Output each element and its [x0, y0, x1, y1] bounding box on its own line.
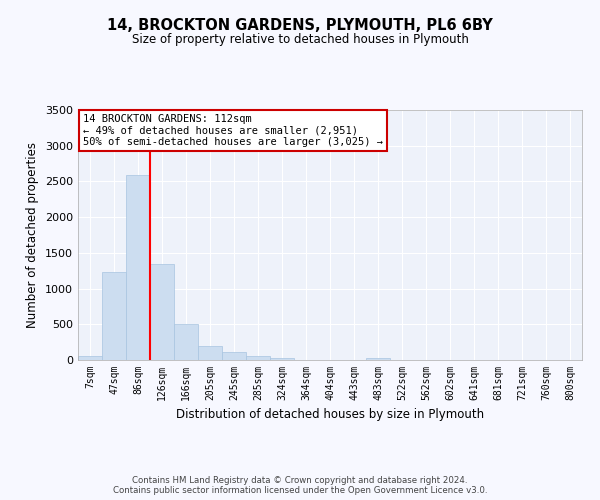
Text: 14, BROCKTON GARDENS, PLYMOUTH, PL6 6BY: 14, BROCKTON GARDENS, PLYMOUTH, PL6 6BY — [107, 18, 493, 32]
Bar — [222, 352, 246, 360]
Bar — [246, 356, 270, 360]
Text: Contains HM Land Registry data © Crown copyright and database right 2024.
Contai: Contains HM Land Registry data © Crown c… — [113, 476, 487, 495]
Bar — [126, 175, 150, 360]
Text: 14 BROCKTON GARDENS: 112sqm
← 49% of detached houses are smaller (2,951)
50% of : 14 BROCKTON GARDENS: 112sqm ← 49% of det… — [83, 114, 383, 147]
X-axis label: Distribution of detached houses by size in Plymouth: Distribution of detached houses by size … — [176, 408, 484, 422]
Bar — [198, 346, 222, 360]
Bar — [270, 358, 294, 360]
Bar — [78, 356, 102, 360]
Bar — [150, 264, 174, 360]
Bar — [366, 358, 390, 360]
Y-axis label: Number of detached properties: Number of detached properties — [26, 142, 40, 328]
Bar — [102, 272, 126, 360]
Bar — [174, 324, 198, 360]
Text: Size of property relative to detached houses in Plymouth: Size of property relative to detached ho… — [131, 32, 469, 46]
